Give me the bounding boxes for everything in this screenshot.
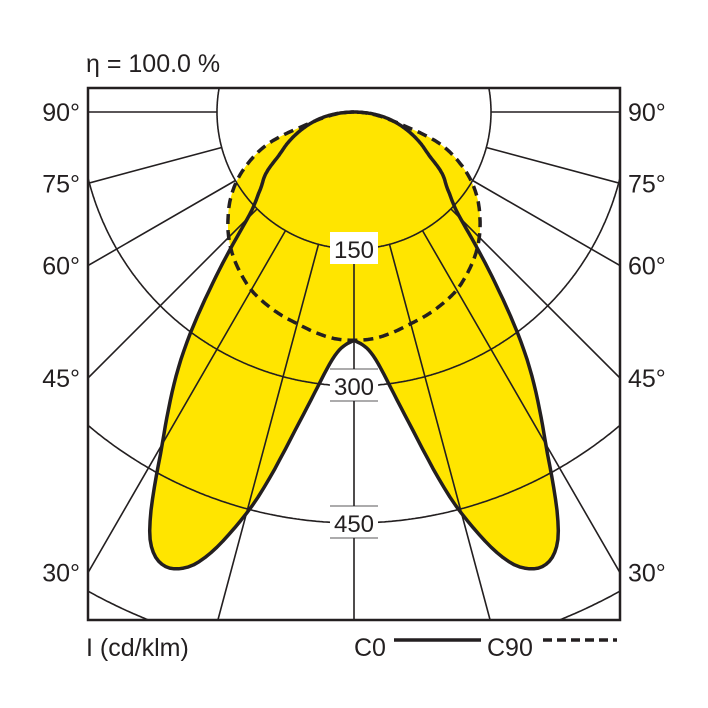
- curve-c90: [226, 110, 482, 343]
- angle-label-right-30: 30°: [628, 560, 666, 588]
- radial-label-bg: [330, 369, 378, 401]
- grid-ray-60: [88, 179, 236, 267]
- radial-labels: 150 300 450: [330, 232, 378, 539]
- curves: [147, 110, 561, 571]
- plot-frame: [86, 86, 622, 622]
- angle-label-left-30: 30°: [42, 560, 80, 588]
- angle-label-right-75: 75°: [628, 170, 666, 198]
- fill-c90: [227, 112, 481, 341]
- radial-label-bg: [330, 506, 378, 538]
- angle-labels: 90° 90° 75° 75° 60° 60° 45° 45° 30° 30°: [42, 99, 666, 588]
- angle-label-right-90: 90°: [628, 99, 666, 127]
- angle-label-right-60: 60°: [628, 253, 666, 281]
- grid-ray-75: [486, 146, 620, 185]
- grid-ray-75: [88, 146, 222, 185]
- radial-label-bg: [330, 232, 378, 264]
- radial-label-450: 450: [334, 511, 374, 538]
- angle-label-left-90: 90°: [42, 99, 80, 127]
- angle-label-left-60: 60°: [42, 253, 80, 281]
- grid-arc-600: [88, 590, 620, 620]
- grid-ray-15: [217, 244, 320, 620]
- radial-label-150: 150: [334, 237, 374, 264]
- curve-fills: [149, 112, 559, 569]
- angle-label-left-75: 75°: [42, 170, 80, 198]
- legend-c90-label: C90: [487, 634, 533, 662]
- angle-label-left-45: 45°: [42, 365, 80, 393]
- efficiency-title: η = 100.0 %: [86, 50, 220, 78]
- unit-label: I (cd/klm): [86, 634, 189, 662]
- legend-c0-label: C0: [354, 634, 386, 662]
- grid-ray-30: [421, 230, 620, 574]
- grid-ray-30: [88, 230, 287, 574]
- radial-label-300: 300: [334, 374, 374, 401]
- grid-ray-60: [472, 179, 620, 267]
- angle-label-right-45: 45°: [628, 365, 666, 393]
- grid-ray-15: [388, 244, 491, 620]
